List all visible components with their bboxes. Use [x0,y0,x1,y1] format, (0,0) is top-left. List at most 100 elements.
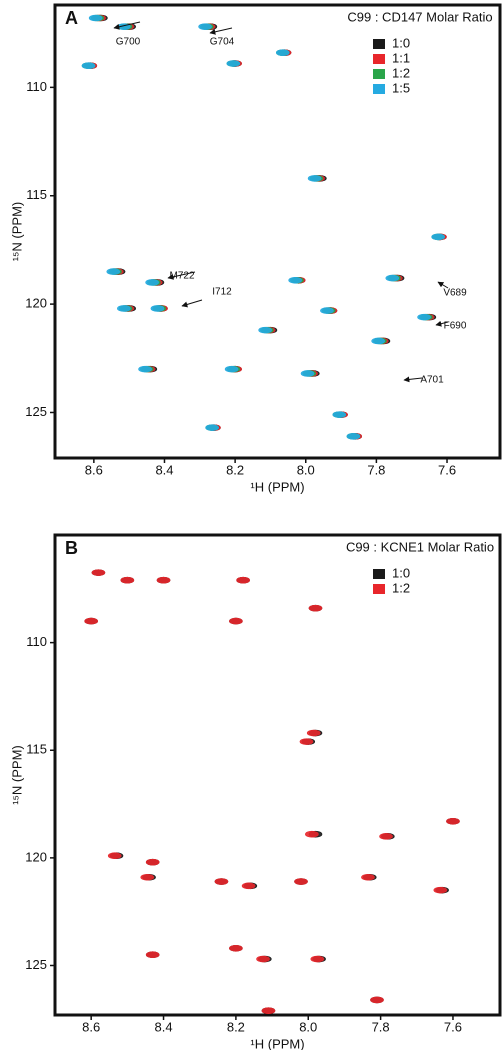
peak [214,878,229,885]
y-tick-label: 120 [25,849,47,864]
legend-label: 1:2 [392,65,410,80]
legend-swatch [373,54,385,64]
annotation: G704 [210,37,235,48]
peak [332,411,347,418]
annotation: V689 [443,288,467,299]
peak [275,49,290,56]
annotation-arrow [435,320,449,327]
peak [307,175,322,182]
peak [288,276,302,284]
x-tick-label: 8.0 [297,462,315,477]
annotation: A701 [420,375,444,386]
annotation-arrow [181,299,203,308]
peak [310,955,325,963]
annotation: I712 [212,287,232,298]
peak [417,313,431,321]
x-tick-label: 8.4 [155,462,173,477]
annotation-arrow [113,21,141,30]
legend-swatch [373,39,385,49]
legend-swatch [373,84,385,94]
peak [117,305,131,312]
panel-label: B [65,538,78,558]
legend-label: 1:2 [392,580,410,595]
peak [256,955,270,963]
peak [140,873,155,881]
peak [299,738,314,745]
x-tick-label: 8.2 [227,1019,245,1034]
peak [258,326,272,334]
peak [120,576,135,584]
peak [107,852,122,860]
peak [91,569,106,576]
plot-frame [53,3,502,460]
peak [379,833,393,840]
legend-swatch [373,569,385,579]
annotation: F690 [444,321,467,332]
peak [431,233,445,241]
peak [433,886,448,894]
legend-title: C99 : CD147 Molar Ratio [347,9,492,24]
peak [300,370,315,377]
peak [198,23,212,30]
x-axis-label: ¹H (PPM) [250,1036,304,1050]
y-axis-label: ¹⁵N (PPM) [9,745,24,805]
x-tick-label: 7.6 [444,1019,462,1034]
peak [294,878,308,885]
plot-frame [53,533,502,1017]
x-tick-label: 8.0 [299,1019,317,1034]
x-tick-label: 8.2 [226,462,244,477]
y-tick-label: 125 [25,404,47,419]
peak [205,424,219,431]
peak [229,944,243,952]
peak [145,951,160,959]
peak [385,274,400,282]
legend-label: 1:1 [392,50,410,65]
peak [446,817,460,825]
legend-title: C99 : KCNE1 Molar Ratio [346,539,494,554]
peak [370,996,384,1004]
peak [361,873,375,881]
x-tick-label: 7.6 [438,462,456,477]
peak [308,604,323,612]
annotation: G700 [116,37,141,48]
y-tick-label: 115 [26,187,47,202]
peak [306,729,321,737]
peak [261,1007,276,1014]
peak [226,60,241,67]
x-tick-label: 8.6 [85,462,103,477]
legend-swatch [373,584,385,594]
legend-swatch [373,69,385,79]
annotation-arrow [209,27,233,35]
legend-label: 1:5 [392,80,410,95]
peak [150,305,165,312]
annotation-arrow [437,281,449,289]
annotation-arrow [167,271,196,280]
peak [156,576,171,584]
y-tick-label: 110 [26,79,47,94]
legend-label: 1:0 [392,565,410,580]
annotation-arrow [403,376,423,383]
peak [371,337,385,345]
peak [106,268,121,275]
panel-label: A [65,8,78,28]
peak [138,365,152,373]
y-tick-label: 120 [25,296,47,311]
y-axis-label: ¹⁵N (PPM) [9,202,24,262]
peak [224,365,239,373]
peak [84,617,98,625]
peak [305,830,319,838]
peak [145,858,160,866]
annotation: M722 [169,271,194,282]
peak [229,617,243,625]
peak [346,433,361,440]
x-tick-label: 8.6 [82,1019,100,1034]
x-tick-label: 7.8 [372,1019,390,1034]
peak [241,882,256,890]
peak [145,279,159,286]
x-axis-label: ¹H (PPM) [250,479,304,494]
x-tick-label: 8.4 [154,1019,172,1034]
x-tick-label: 7.8 [367,462,385,477]
y-tick-label: 125 [25,957,47,972]
